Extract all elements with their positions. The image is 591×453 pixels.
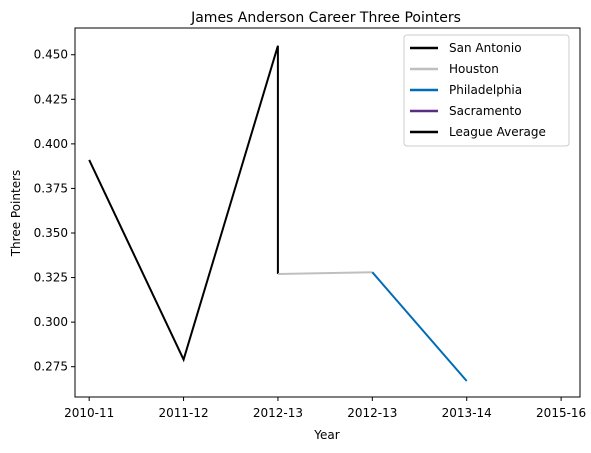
legend-label: League Average [449, 125, 546, 139]
legend-label: Philadelphia [449, 83, 522, 97]
x-tick-label: 2010-11 [64, 406, 114, 420]
legend-label: San Antonio [449, 41, 522, 55]
chart-title: James Anderson Career Three Pointers [190, 10, 461, 26]
series-layer [88, 45, 468, 382]
series-line-philadelphia [371, 271, 468, 382]
legend-label: Sacramento [449, 104, 522, 118]
x-axis-label: Year [313, 428, 339, 442]
legend: San Antonio Houston Philadelphia Sacramento… [403, 34, 570, 147]
y-tick-label: 0.400 [34, 137, 68, 151]
y-tick-label: 0.300 [34, 315, 68, 329]
series-line-san-antonio [88, 45, 279, 363]
x-axis-ticks: 2010-11 2011-12 2012-13 2012-13 2013-14 2015-… [64, 397, 586, 420]
x-tick-label: 2011-12 [158, 406, 208, 420]
y-tick-label: 0.375 [34, 181, 68, 195]
x-tick-label: 2013-14 [442, 406, 492, 420]
series-line-houston [277, 271, 373, 275]
y-tick-label: 0.350 [34, 226, 68, 240]
x-tick-label: 2012-13 [253, 406, 303, 420]
y-tick-label: 0.325 [34, 271, 68, 285]
y-tick-label: 0.425 [34, 92, 68, 106]
legend-frame [403, 34, 570, 147]
plot-area [74, 27, 581, 398]
y-tick-label: 0.450 [34, 48, 68, 62]
y-tick-label: 0.275 [34, 360, 68, 374]
x-tick-label: 2012-13 [347, 406, 397, 420]
x-tick-label: 2015-16 [536, 406, 586, 420]
legend-label: Houston [449, 62, 499, 76]
y-axis-label: Three Pointers [9, 170, 23, 258]
y-axis-ticks: 0.275 0.300 0.325 0.350 0.375 0.400 0.425 0.450 [34, 48, 75, 374]
